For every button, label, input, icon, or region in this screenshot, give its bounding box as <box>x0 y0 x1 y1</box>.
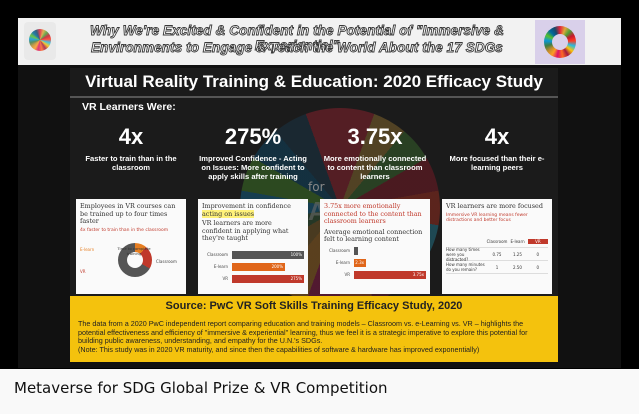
stat-value: 4x <box>484 124 510 149</box>
td: 1 <box>495 264 499 270</box>
bar-value: 100% <box>290 252 302 257</box>
th: VR <box>527 238 548 244</box>
bar-label: E-learn <box>335 260 350 265</box>
slide-subhead: VR Learners Were: <box>82 101 176 113</box>
stat-value: 3.75x <box>347 124 403 149</box>
td: 2.50 <box>512 264 522 270</box>
donut-chart <box>118 243 152 277</box>
stat-value: 4x <box>118 124 144 149</box>
bar-value: 275% <box>290 276 302 281</box>
legend-elearn: E-learn <box>80 247 95 252</box>
stat-desc: Faster to train than in the classroom <box>85 154 177 173</box>
td: 0.75 <box>492 251 502 257</box>
card-confidence: Improvement in confidence acting on issu… <box>198 199 308 294</box>
bar-value: 2.3x <box>355 260 364 265</box>
td: 0 <box>536 264 540 270</box>
stat-desc: More focused than their e-learning peers <box>449 154 545 173</box>
td: How many minutes do you remain? <box>446 262 485 272</box>
th: Classroom <box>486 238 508 244</box>
video-caption-title[interactable]: Metaverse for SDG Global Prize & VR Comp… <box>14 379 388 397</box>
card-title: 3.75x more emotionally connected to the … <box>324 202 422 226</box>
bar-value: 3.75x <box>412 272 424 277</box>
bar-label: E-learn <box>213 264 228 269</box>
bar-label: VR <box>222 276 228 281</box>
slide-title: Virtual Reality Training & Education: 20… <box>85 72 543 91</box>
bar: 100% <box>232 251 304 259</box>
bar <box>354 247 358 255</box>
card-time-to-train: Employees in VR courses can be trained u… <box>76 199 186 294</box>
bar-label: Classroom <box>207 252 228 257</box>
bar: 2.3x <box>354 259 366 267</box>
table-row: How many minutes do you remain? 1 2.50 0 <box>446 261 548 274</box>
td: 0 <box>536 251 540 257</box>
title-banner <box>18 18 621 65</box>
source-body-text: The data from a 2020 PwC independent rep… <box>78 319 528 346</box>
card-emotional: 3.75x more emotionally connected to the … <box>320 199 430 294</box>
td: How many times were you distracted? <box>446 246 480 262</box>
source-body: The data from a 2020 PwC independent rep… <box>78 319 552 354</box>
bar: 275% <box>232 275 304 283</box>
focus-table: Classroom E-learn VR How many times were… <box>446 235 548 274</box>
source-note: (Note: This study was in 2020 VR maturit… <box>78 344 480 354</box>
stat-value: 275% <box>224 124 282 149</box>
card-focused: VR learners are more focused Immersive V… <box>442 199 552 294</box>
sdg-wheel-logo-right <box>535 20 585 64</box>
source-title: Source: PwC VR Soft Skills Training Effi… <box>165 300 463 312</box>
banner-line-1: Why We're Excited & Confident in the Pot… <box>90 23 505 54</box>
legend-classroom: Classroom <box>156 259 177 264</box>
legend-vr: VR <box>80 269 86 274</box>
stat-focused: 4x More focused than their e-learning pe… <box>442 124 552 172</box>
td: 1.25 <box>512 251 522 257</box>
stat-confidence: 275% Improved Confidence - Acting on Iss… <box>198 124 308 182</box>
banner-line-2: Environments to Engage & Teach the World… <box>91 40 504 56</box>
th: E-learn <box>510 238 525 244</box>
card-title: VR learners are more focused <box>446 202 543 210</box>
bar: 3.75x <box>354 271 426 279</box>
stat-faster: 4x Faster to train than in the classroom <box>76 124 186 172</box>
source-box: Source: PwC VR Soft Skills Training Effi… <box>70 296 558 362</box>
card-title-text: Improvement in confidence <box>202 202 291 210</box>
bar: 200% <box>232 263 285 271</box>
card-sub: VR learners are more confident in applyi… <box>202 219 289 243</box>
stat-desc: More emotionally connected to content th… <box>323 154 427 182</box>
bar-value: 200% <box>271 264 283 269</box>
stat-emotional: 3.75x More emotionally connected to cont… <box>320 124 430 182</box>
table-row: How many times were you distracted? 0.75… <box>446 246 548 262</box>
sdg-wheel-logo-left <box>24 22 56 60</box>
bar-label: Classroom <box>329 248 350 253</box>
donut-center-label: Time to complete training <box>117 246 151 256</box>
card-note: Immersive VR learning means fewer distra… <box>446 212 528 224</box>
watermark-for: for <box>308 180 325 194</box>
card-note: 4x faster to train than in the classroom <box>80 227 169 233</box>
stat-desc: Improved Confidence - Acting on Issues: … <box>199 154 307 182</box>
bar-label: VR <box>344 272 350 277</box>
card-title-highlight: acting on issues <box>202 209 255 218</box>
card-title: Employees in VR courses can be trained u… <box>80 202 176 226</box>
title-divider <box>70 96 558 98</box>
card-sub: Average emotional connection felt to lea… <box>324 227 423 244</box>
table-header: Classroom E-learn VR <box>446 235 548 248</box>
card-title: Improvement in confidence acting on issu… <box>198 199 308 218</box>
